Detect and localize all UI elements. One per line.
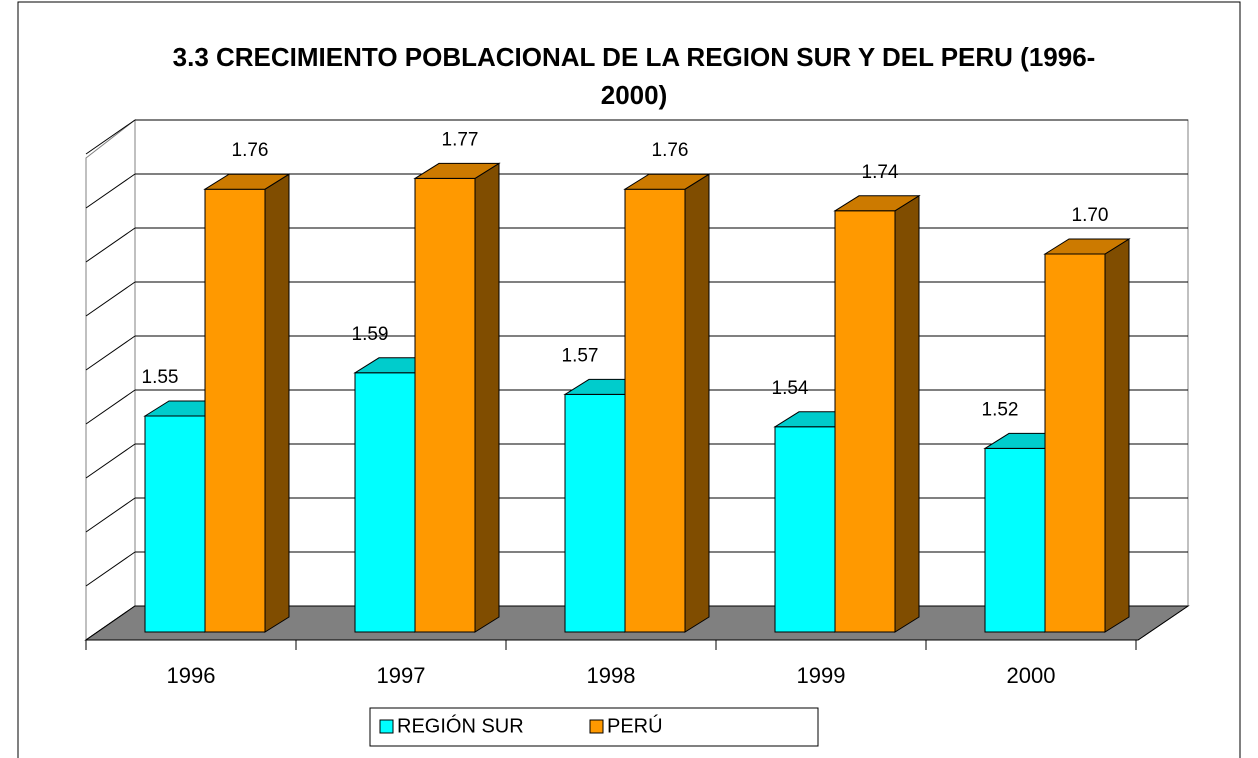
bar-top	[413, 162, 501, 179]
grid-line	[85, 335, 136, 371]
grid-line	[85, 443, 136, 479]
data-label: 1.70	[1072, 205, 1109, 226]
x-tick-label: 1996	[167, 663, 216, 688]
bar	[414, 177, 476, 633]
legend-label: REGIÓN SUR	[397, 714, 524, 737]
data-label: 1.76	[232, 140, 269, 161]
bar	[624, 188, 686, 633]
grid-line	[85, 173, 136, 209]
bar-side	[474, 162, 500, 633]
data-label: 1.52	[982, 399, 1019, 420]
data-label: 1.59	[352, 324, 389, 345]
data-label: 1.76	[652, 140, 689, 161]
bar	[834, 210, 896, 633]
bar	[984, 447, 1046, 633]
bar	[144, 415, 206, 633]
data-label: 1.77	[442, 129, 479, 150]
x-tick-label: 2000	[1007, 663, 1056, 688]
bar-top	[833, 195, 921, 212]
chart-title: 3.3 CRECIMIENTO POBLACIONAL DE LA REGION…	[172, 42, 1096, 110]
bar	[354, 372, 416, 633]
data-label: 1.54	[772, 378, 809, 399]
bar	[564, 393, 626, 633]
bar-side	[894, 194, 920, 633]
bar-top	[623, 173, 711, 190]
legend-swatch	[379, 719, 394, 734]
bar	[774, 426, 836, 633]
bar-side	[264, 173, 290, 633]
data-label: 1.57	[562, 345, 599, 366]
data-label: 1.55	[142, 367, 179, 388]
x-tick-label: 1999	[797, 663, 846, 688]
bar-top	[203, 173, 291, 190]
grid-line	[85, 119, 136, 155]
grid-line	[85, 281, 136, 317]
grid-line	[85, 389, 136, 425]
bar-side	[1104, 238, 1130, 633]
bar	[204, 188, 266, 633]
grid-line	[85, 227, 136, 263]
bar	[1044, 253, 1106, 633]
grid-line	[85, 497, 136, 533]
x-tick-label: 1998	[587, 663, 636, 688]
bar-side	[684, 173, 710, 633]
x-tick-label: 1997	[377, 663, 426, 688]
bar-top	[1043, 238, 1131, 255]
grid-line	[85, 551, 136, 587]
data-label: 1.74	[862, 162, 899, 183]
legend-swatch	[589, 719, 604, 734]
legend-label: PERÚ	[607, 714, 663, 737]
side-wall	[85, 118, 136, 641]
